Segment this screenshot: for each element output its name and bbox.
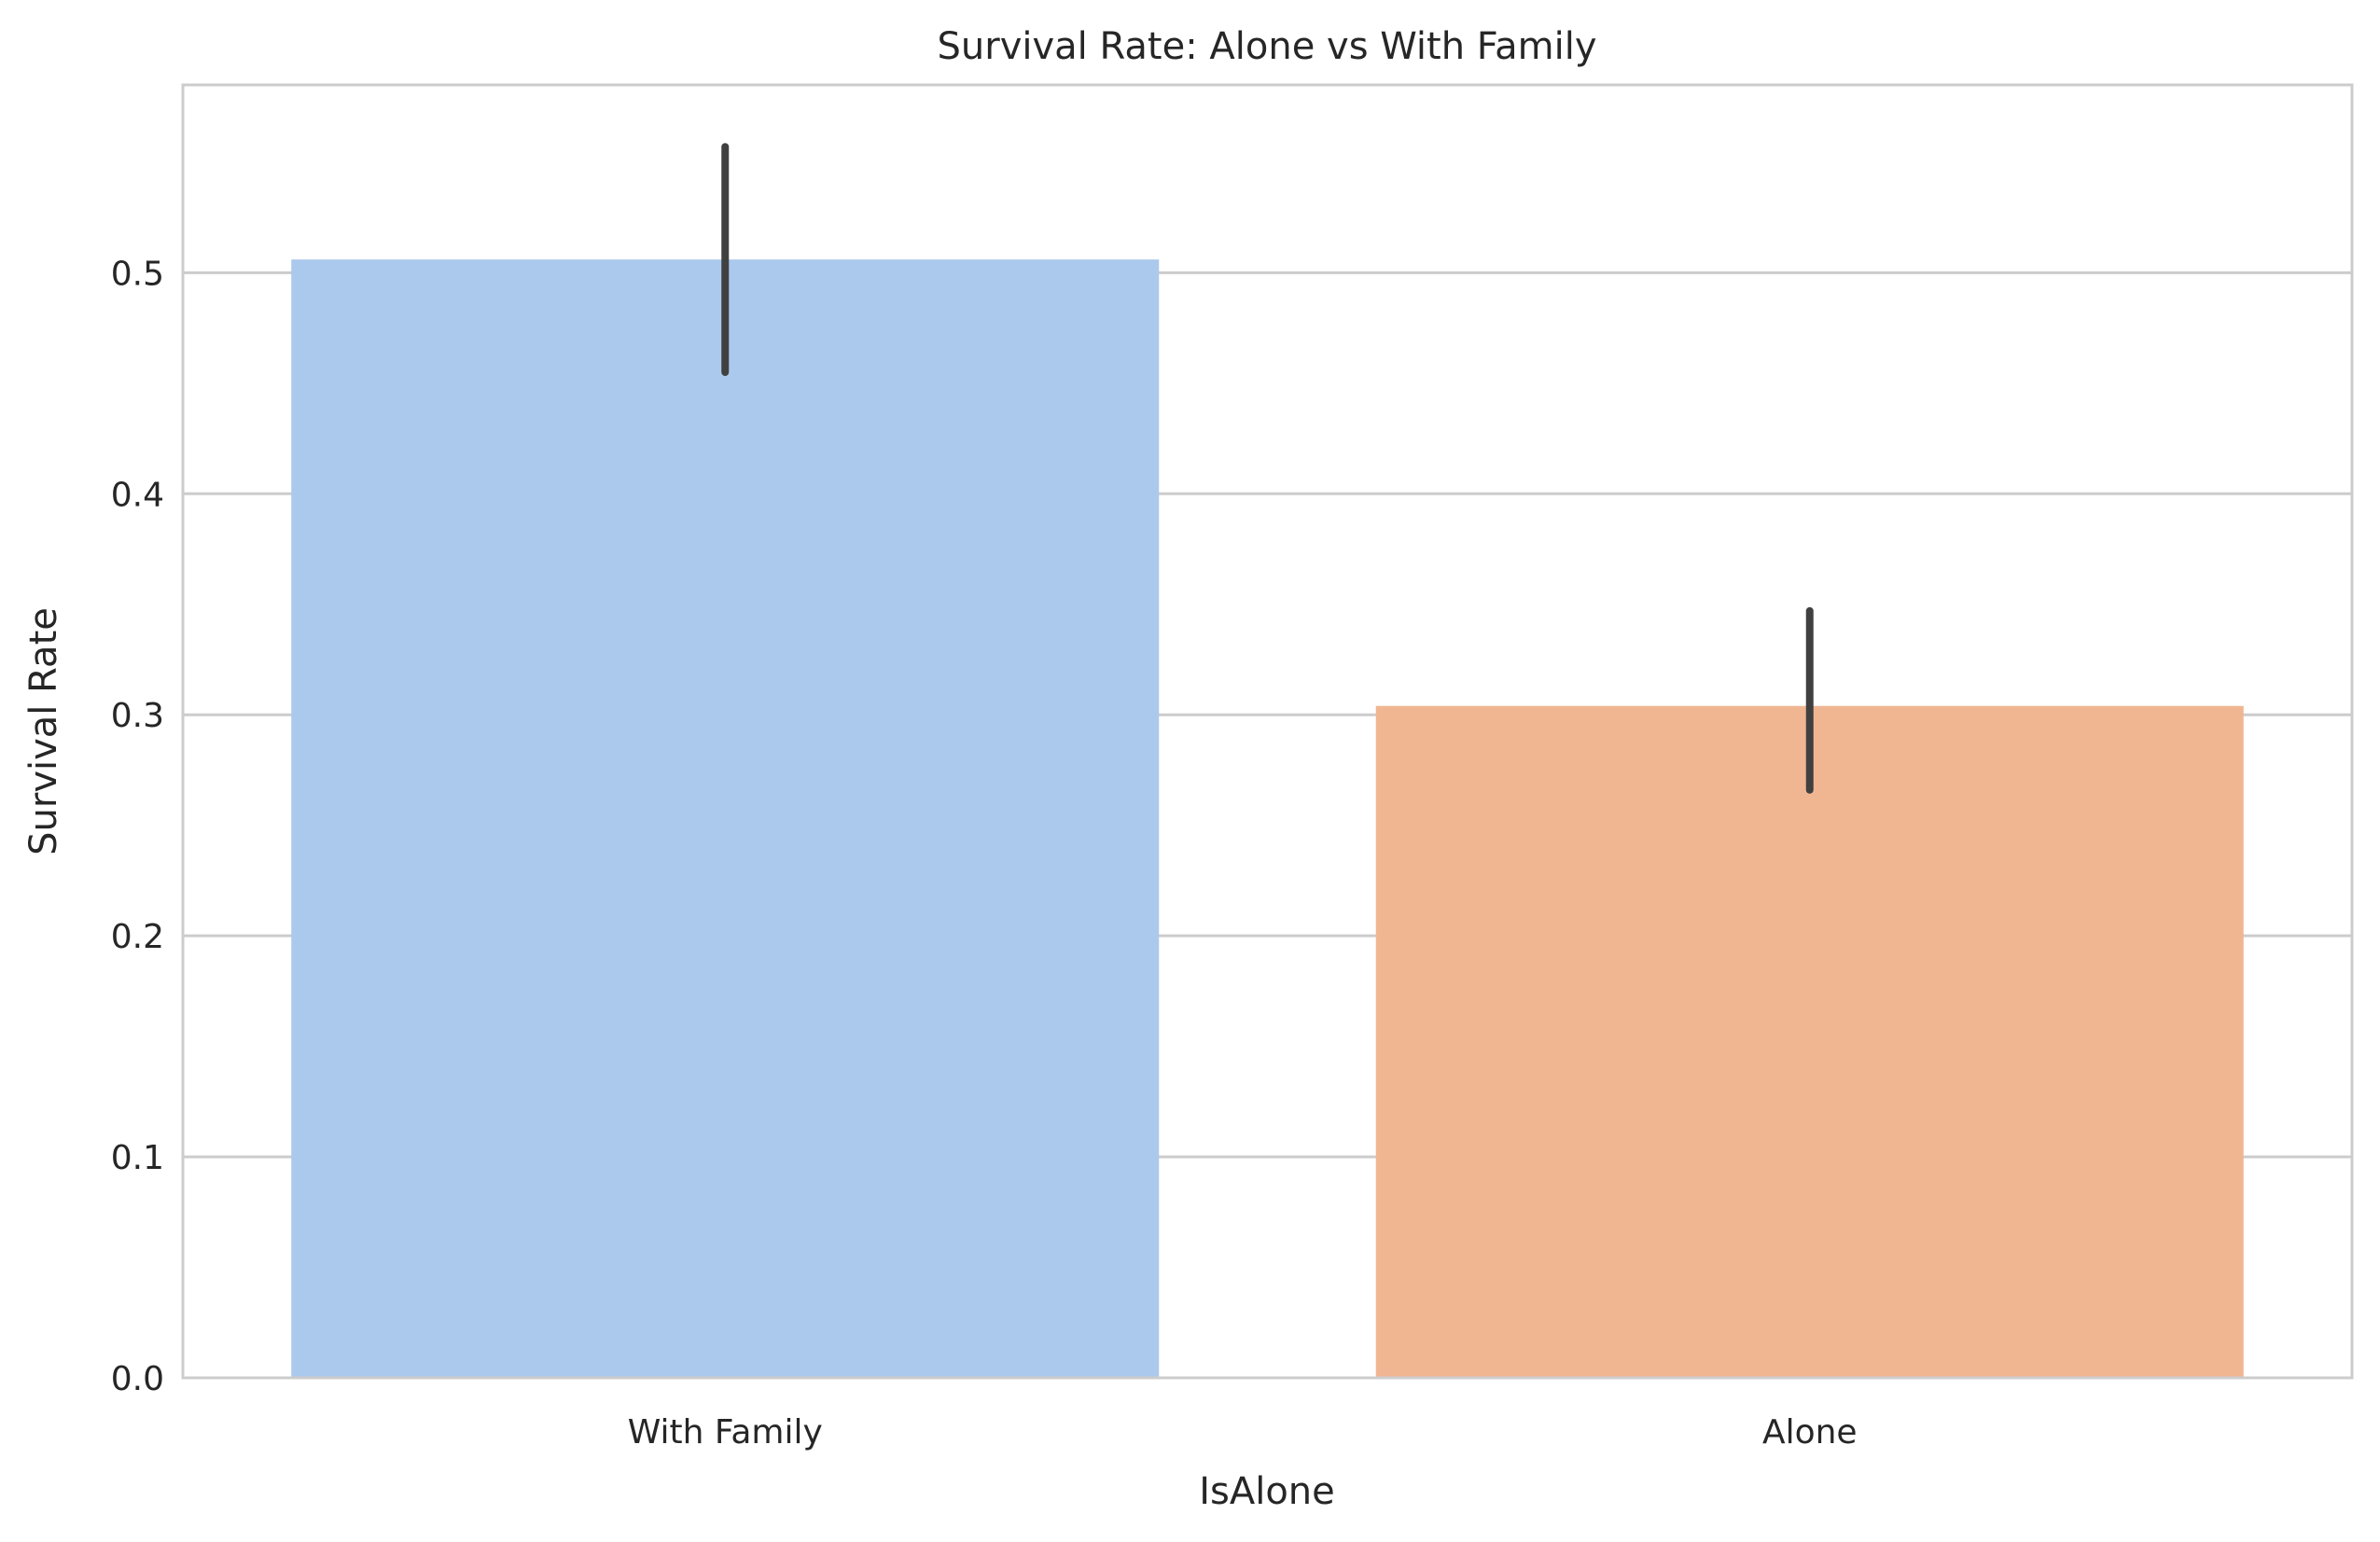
bar-alone	[1375, 705, 2244, 1378]
y-axis-label: Survival Rate	[22, 607, 65, 855]
y-tick-label: 0.0	[111, 1360, 164, 1398]
y-axis-ticks: 0.0 0.1 0.2 0.3 0.4 0.5	[111, 255, 164, 1398]
x-tick-label: Alone	[1762, 1413, 1858, 1452]
error-bars	[721, 143, 1814, 794]
x-axis-ticks: With Family Alone	[628, 1413, 1858, 1452]
y-tick-label: 0.2	[111, 918, 164, 956]
x-axis-label: IsAlone	[1199, 1470, 1335, 1513]
y-tick-label: 0.1	[111, 1139, 164, 1177]
x-tick-label: With Family	[628, 1413, 823, 1452]
bar-with-family	[291, 259, 1160, 1379]
plot-frame	[181, 83, 2354, 1380]
chart-title: Survival Rate: Alone vs With Family	[938, 25, 1597, 68]
bars	[291, 259, 2244, 1379]
y-tick-label: 0.3	[111, 697, 164, 735]
y-tick-label: 0.4	[111, 476, 164, 514]
y-tick-label: 0.5	[111, 255, 164, 293]
